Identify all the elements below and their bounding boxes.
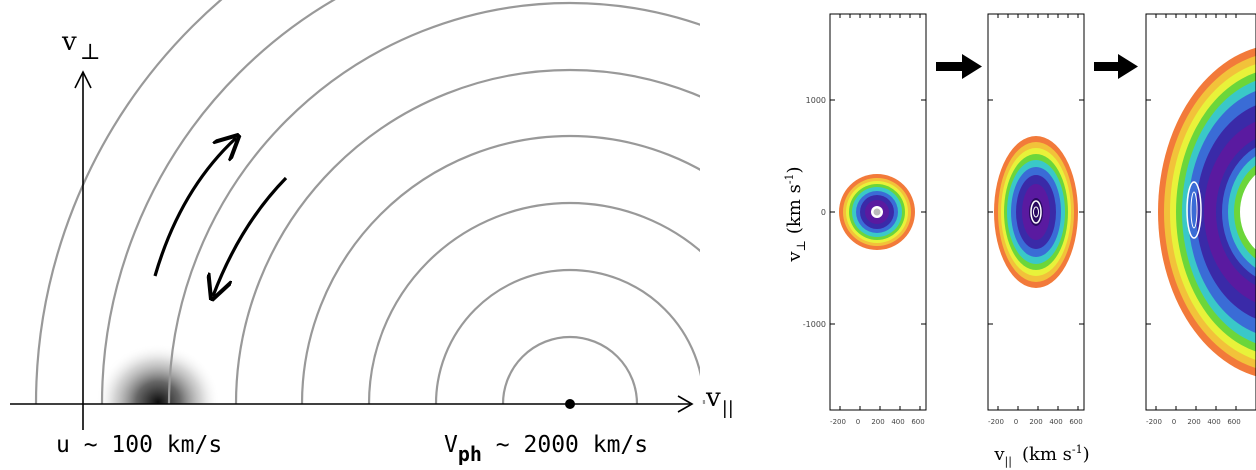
arc-6 [167, 1, 740, 404]
left-diagram: v ⊥ v|| u ~ 100 km/s Vph ~ 2000 km/s [10, 0, 800, 466]
arc-2 [434, 268, 706, 404]
arc-4 [300, 134, 740, 404]
v-parallel-label: v|| [705, 383, 734, 419]
u-label: u ~ 100 km/s [56, 432, 222, 458]
x-tick: 400 [1049, 418, 1062, 426]
right-panels: 1000 0 -1000 -200 0 200 400 600 [783, 13, 1256, 469]
x-tick: 200 [871, 418, 884, 426]
y-tick-0: 0 [821, 208, 826, 217]
v-parallel-arrowhead [677, 395, 694, 413]
x-tick: 600 [1227, 418, 1240, 426]
right-ylabel: v⊥(km s-1) [783, 166, 808, 262]
x-tick: -200 [988, 418, 1004, 426]
x-tick: 400 [891, 418, 904, 426]
phase-velocity-dot [565, 399, 575, 409]
contour-panel-1: 1000 0 -1000 -200 0 200 400 600 [803, 13, 927, 426]
contour-rings-3 [1158, 47, 1256, 377]
contour-panel-3: -200 0 200 400 600 [1145, 13, 1256, 426]
arc-1 [501, 335, 639, 404]
x-tick: 400 [1207, 418, 1220, 426]
x-tick: 200 [1187, 418, 1200, 426]
arc-5 [234, 68, 740, 404]
contour-rings-1 [839, 174, 915, 250]
x-tick: 0 [1172, 418, 1176, 426]
resonance-arcs [34, 0, 740, 404]
transition-arrow-1 [936, 54, 982, 79]
right-xlabel: v|| (km s-1) [993, 443, 1089, 469]
thermal-core-blob [96, 344, 220, 404]
x-tick: -200 [830, 418, 846, 426]
x-tick: 0 [1014, 418, 1018, 426]
x-tick: 600 [1069, 418, 1082, 426]
x-tick: 0 [856, 418, 860, 426]
diffusion-arrow-down [213, 176, 288, 296]
v-perp-arrowhead [74, 70, 92, 89]
contour-rings-2 [994, 136, 1078, 288]
y-tick-minus-1000: -1000 [803, 320, 826, 329]
vph-label: Vph ~ 2000 km/s [444, 432, 648, 466]
arc-3 [367, 201, 740, 404]
x-tick: -200 [1146, 418, 1162, 426]
x-tick: 200 [1029, 418, 1042, 426]
arc-8 [34, 0, 223, 404]
x-tick: 600 [911, 418, 924, 426]
contour-panel-2: -200 0 200 400 600 [987, 13, 1085, 426]
diffusion-arrow-up [153, 138, 236, 277]
arc-7 [100, 0, 337, 404]
y-tick-1000: 1000 [806, 96, 826, 105]
v-perp-label: v ⊥ [61, 27, 100, 65]
transition-arrow-2 [1094, 54, 1138, 79]
